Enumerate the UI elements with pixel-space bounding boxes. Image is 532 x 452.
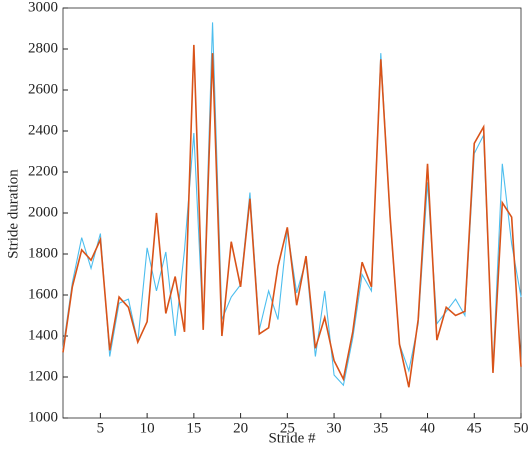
y-tick-label: 1200	[28, 368, 58, 384]
x-tick-label: 50	[514, 420, 529, 436]
plot-frame	[62, 7, 522, 419]
series-line	[62, 44, 522, 388]
y-tick-label: 2400	[28, 122, 58, 138]
y-tick-label: 2000	[28, 204, 58, 220]
y-tick-label: 3000	[28, 0, 58, 15]
x-tick-label: 40	[420, 420, 435, 436]
y-tick-label: 2600	[28, 81, 58, 97]
x-tick-label: 10	[140, 420, 155, 436]
y-axis-label: Stride duration	[5, 169, 21, 259]
y-tick-label: 1600	[28, 286, 58, 302]
x-axis-label: Stride #	[268, 430, 316, 446]
x-tick-label: 25	[280, 420, 295, 436]
x-tick-label: 20	[233, 420, 248, 436]
x-tick-label: 5	[97, 420, 105, 436]
x-tick-label: 30	[327, 420, 342, 436]
x-tick-label: 15	[186, 420, 201, 436]
x-tick-label: 45	[467, 420, 482, 436]
x-tick-label: 35	[373, 420, 388, 436]
y-tick-label: 1000	[28, 409, 58, 425]
series-line	[62, 22, 522, 387]
y-tick-label: 1400	[28, 327, 58, 343]
y-tick-label: 2800	[28, 40, 58, 56]
y-tick-label: 2200	[28, 163, 58, 179]
y-tick-label: 1800	[28, 245, 58, 261]
